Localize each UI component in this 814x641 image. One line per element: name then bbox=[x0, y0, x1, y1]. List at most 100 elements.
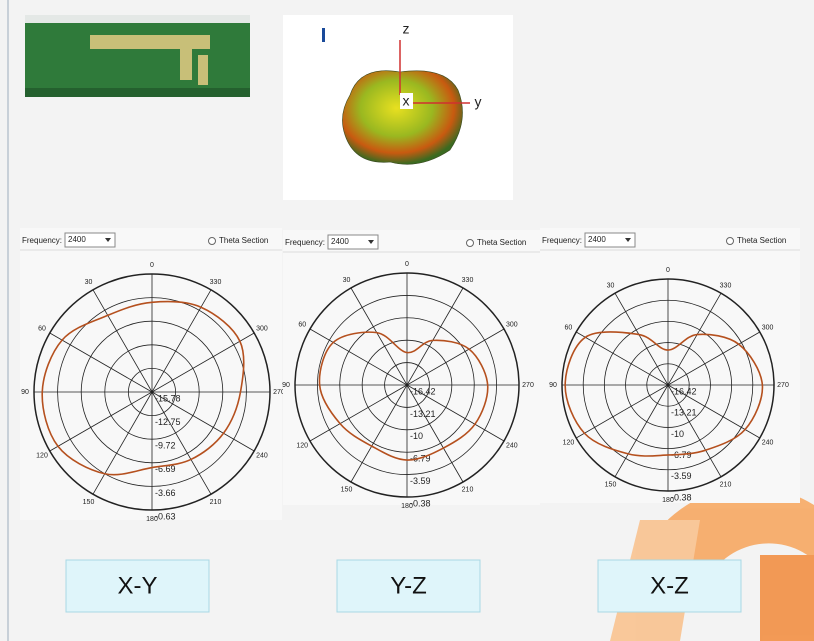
spoke bbox=[406, 328, 505, 386]
ring-label: -10 bbox=[671, 429, 684, 439]
ring-label: -12.75 bbox=[155, 417, 181, 427]
spoke bbox=[309, 384, 408, 442]
angle-label: 270 bbox=[273, 389, 285, 396]
angle-label: 0 bbox=[666, 267, 670, 274]
frequency-select[interactable] bbox=[327, 234, 379, 250]
spoke bbox=[667, 293, 722, 386]
ring-label: -13.21 bbox=[410, 409, 436, 419]
pattern-curve bbox=[318, 331, 489, 461]
angle-label: 210 bbox=[720, 481, 732, 488]
pcb-photo bbox=[25, 15, 250, 97]
spoke bbox=[49, 332, 153, 393]
angle-label: 330 bbox=[210, 279, 222, 286]
angle-label: 60 bbox=[565, 324, 573, 331]
angle-label: 30 bbox=[343, 277, 351, 284]
frequency-select[interactable] bbox=[64, 232, 116, 248]
section-label: Theta Section bbox=[477, 238, 526, 247]
axis-label: y bbox=[475, 94, 482, 110]
radio bbox=[726, 237, 734, 245]
angle-label: 150 bbox=[605, 481, 617, 488]
plane-box bbox=[336, 559, 481, 613]
spoke bbox=[576, 331, 669, 386]
spoke bbox=[309, 328, 408, 386]
frequency-label: Frequency: bbox=[542, 236, 582, 245]
ring-label: -3.59 bbox=[671, 471, 692, 481]
spoke bbox=[151, 391, 255, 452]
plane-box bbox=[65, 559, 210, 613]
spoke bbox=[350, 384, 408, 483]
angle-label: 180 bbox=[146, 516, 158, 523]
spoke bbox=[406, 287, 464, 386]
angle-label: 150 bbox=[341, 487, 353, 494]
angle-label: 330 bbox=[720, 282, 732, 289]
radio bbox=[208, 237, 216, 245]
angle-label: 60 bbox=[298, 321, 306, 328]
pattern-3d bbox=[283, 15, 513, 200]
ring-label: -15.78 bbox=[155, 393, 181, 403]
pattern-curve bbox=[564, 331, 764, 457]
angle-label: 210 bbox=[210, 499, 222, 506]
spoke bbox=[92, 391, 153, 495]
spoke bbox=[667, 331, 760, 386]
select-arrow bbox=[625, 238, 631, 242]
axis-label: z bbox=[403, 21, 410, 37]
angle-label: 30 bbox=[85, 279, 93, 286]
angle-label: 120 bbox=[36, 452, 48, 459]
spoke bbox=[614, 293, 669, 386]
angle-label: 180 bbox=[662, 497, 674, 504]
angle-label: 150 bbox=[83, 499, 95, 506]
radio bbox=[466, 239, 474, 247]
angle-label: 180 bbox=[401, 503, 413, 510]
angle-label: 120 bbox=[563, 439, 575, 446]
angle-label: 240 bbox=[506, 442, 518, 449]
ring-label: -10 bbox=[410, 431, 423, 441]
angle-label: 60 bbox=[38, 325, 46, 332]
polar-panel: Frequency: 2400 Theta Section -15.78 -12.75 -… bbox=[20, 228, 285, 523]
angle-label: 210 bbox=[462, 487, 474, 494]
angle-label: 90 bbox=[21, 389, 29, 396]
spoke bbox=[406, 384, 505, 442]
panel-bg bbox=[540, 228, 800, 503]
angle-label: 300 bbox=[256, 325, 268, 332]
section-label: Theta Section bbox=[737, 236, 786, 245]
frequency-select[interactable] bbox=[584, 232, 636, 248]
spoke bbox=[667, 384, 722, 477]
spoke bbox=[151, 332, 255, 393]
ring-label: -16.42 bbox=[671, 386, 697, 396]
ring-label: -0.63 bbox=[155, 511, 176, 521]
spoke bbox=[151, 391, 212, 495]
angle-label: 300 bbox=[506, 321, 518, 328]
select-arrow bbox=[105, 238, 111, 242]
angle-label: 240 bbox=[762, 439, 774, 446]
plane-label: X-Z bbox=[650, 572, 689, 599]
frequency-label: Frequency: bbox=[22, 236, 62, 245]
angle-label: 90 bbox=[549, 382, 557, 389]
ring-label: -0.38 bbox=[671, 492, 692, 502]
spoke bbox=[576, 384, 669, 439]
ring-label: -6.69 bbox=[155, 464, 176, 474]
plane-label: X-Y bbox=[117, 572, 157, 599]
frequency-value: 2400 bbox=[68, 235, 86, 244]
angle-label: 270 bbox=[522, 382, 534, 389]
frequency-value: 2400 bbox=[588, 235, 606, 244]
angle-label: 30 bbox=[607, 282, 615, 289]
angle-label: 330 bbox=[462, 277, 474, 284]
angle-label: 240 bbox=[256, 452, 268, 459]
ring-label: -3.59 bbox=[410, 476, 431, 486]
angle-label: 270 bbox=[777, 382, 789, 389]
angle-label: 120 bbox=[296, 442, 308, 449]
pattern-curve bbox=[41, 300, 245, 476]
angle-label: 90 bbox=[282, 382, 290, 389]
spoke bbox=[350, 287, 408, 386]
section-label: Theta Section bbox=[219, 236, 268, 245]
spoke bbox=[49, 391, 153, 452]
ring-label: -9.72 bbox=[155, 441, 176, 451]
spoke bbox=[406, 384, 464, 483]
ring-label: -0.38 bbox=[410, 498, 431, 508]
select-arrow bbox=[368, 240, 374, 244]
spoke bbox=[614, 384, 669, 477]
